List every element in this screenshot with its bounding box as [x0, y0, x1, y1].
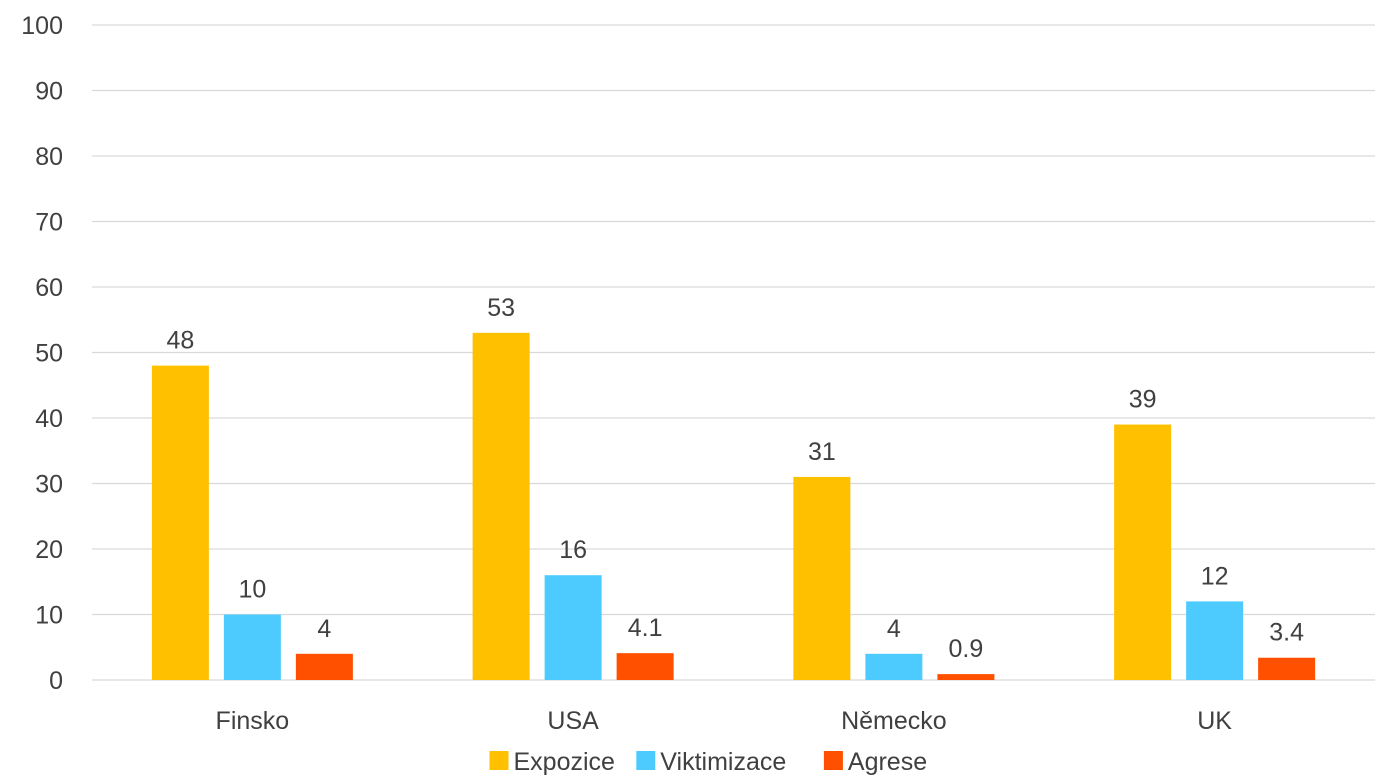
data-label: 4.1 — [628, 614, 663, 642]
x-tick-label: USA — [547, 707, 599, 735]
bar-viktimizace-uk — [1186, 601, 1244, 680]
legend: Expozice Viktimizace Agrese — [489, 748, 927, 776]
y-tick-label: 0 — [49, 667, 63, 695]
data-labels: 48 10 4 53 16 4.1 31 4 0.9 39 12 3.4 — [166, 294, 1304, 663]
data-label: 3.4 — [1269, 619, 1304, 647]
bar-expozice-uk — [1114, 424, 1172, 680]
legend-label: Expozice — [514, 748, 615, 776]
y-tick-label: 50 — [35, 340, 63, 368]
y-tick-label: 80 — [35, 143, 63, 171]
y-tick-label: 10 — [35, 602, 63, 630]
legend-label: Agrese — [848, 748, 927, 776]
data-label: 31 — [808, 438, 836, 466]
bar-agrese-usa — [616, 653, 674, 680]
data-label: 39 — [1129, 386, 1157, 414]
data-label: 53 — [487, 294, 515, 322]
legend-item-expozice: Expozice — [489, 748, 615, 776]
data-label: 4 — [317, 615, 331, 643]
bar-agrese-uk — [1258, 657, 1316, 680]
x-tick-label: Německo — [841, 707, 947, 735]
y-tick-label: 20 — [35, 536, 63, 564]
legend-item-viktimizace: Viktimizace — [636, 748, 786, 776]
bar-viktimizace-finsko — [223, 614, 281, 680]
bar-viktimizace-usa — [544, 575, 602, 680]
x-axis: Finsko USA Německo UK — [216, 707, 1233, 735]
legend-swatch — [489, 751, 509, 770]
gridlines — [92, 24, 1375, 681]
bar-viktimizace-německo — [865, 653, 923, 680]
bars — [151, 332, 1316, 680]
y-tick-label: 30 — [35, 471, 63, 499]
data-label: 0.9 — [948, 635, 983, 663]
data-label: 16 — [559, 536, 587, 564]
legend-swatch — [636, 751, 656, 770]
y-tick-label: 90 — [35, 78, 63, 106]
y-tick-label: 60 — [35, 274, 63, 302]
bar-agrese-německo — [937, 674, 995, 680]
bar-expozice-usa — [472, 332, 530, 680]
data-label: 10 — [238, 576, 266, 604]
x-tick-label: Finsko — [216, 707, 290, 735]
bar-agrese-finsko — [295, 653, 353, 680]
y-tick-label: 40 — [35, 405, 63, 433]
data-label: 4 — [887, 615, 901, 643]
y-tick-label: 70 — [35, 209, 63, 237]
bar-expozice-finsko — [151, 365, 209, 680]
data-label: 12 — [1201, 562, 1229, 590]
legend-item-agrese: Agrese — [823, 748, 927, 776]
bar-expozice-německo — [793, 476, 851, 680]
legend-swatch — [823, 751, 843, 770]
legend-label: Viktimizace — [660, 748, 786, 776]
x-tick-label: UK — [1197, 707, 1232, 735]
data-label: 48 — [166, 327, 194, 355]
y-axis: 0 10 20 30 40 50 60 70 80 90 100 — [21, 12, 63, 695]
y-tick-label: 100 — [21, 12, 63, 40]
